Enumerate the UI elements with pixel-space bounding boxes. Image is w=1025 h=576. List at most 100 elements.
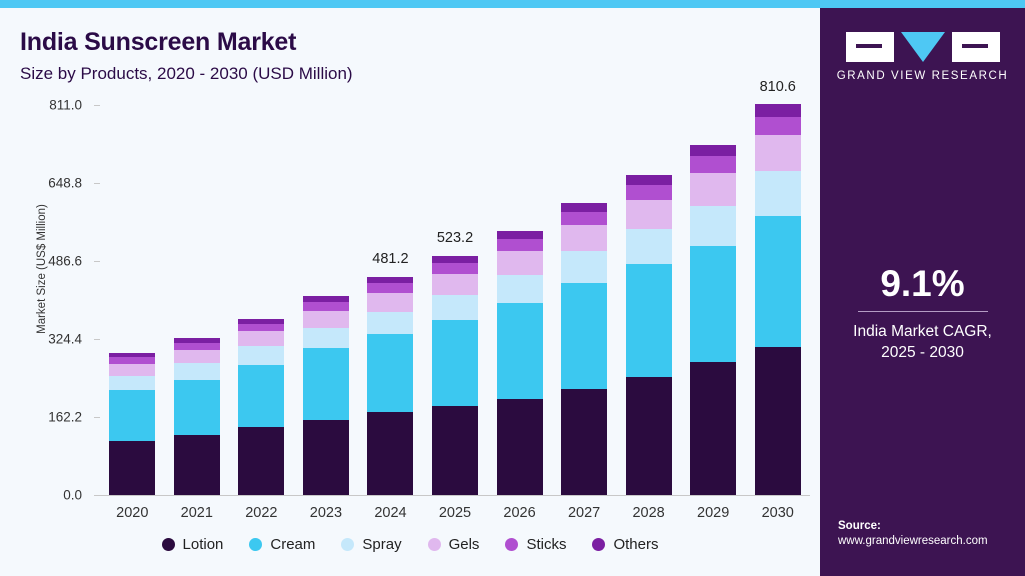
x-axis-tick-label: 2030 (761, 505, 794, 521)
legend-item[interactable]: Sticks (505, 536, 566, 553)
bar-segment[interactable] (690, 205, 737, 246)
bar-segment[interactable] (173, 363, 220, 380)
y-axis-tick-mark (94, 495, 100, 496)
bar-segment[interactable] (561, 251, 608, 283)
bar-segment[interactable] (173, 343, 220, 350)
legend-label: Lotion (182, 536, 224, 553)
x-axis-tick-label: 2029 (697, 505, 730, 521)
bar-stack[interactable] (496, 230, 543, 495)
bar-segment[interactable] (302, 348, 349, 420)
bar-segment[interactable] (109, 357, 156, 364)
bar-stack[interactable] (173, 338, 220, 495)
cagr-block: 9.1% India Market CAGR, 2025 - 2030 (820, 263, 1025, 364)
legend-item[interactable]: Spray (341, 536, 402, 553)
bar-segment[interactable] (109, 353, 156, 358)
legend-item[interactable]: Others (592, 536, 658, 553)
bar-segment[interactable] (109, 440, 156, 495)
bar-segment[interactable] (238, 323, 285, 332)
bar-segment[interactable] (302, 419, 349, 495)
bar-segment[interactable] (109, 390, 156, 441)
bar-segment[interactable] (238, 427, 285, 495)
bar-segment[interactable] (173, 379, 220, 436)
bar-segment[interactable] (625, 199, 672, 229)
bar-stack[interactable] (302, 296, 349, 495)
legend-item[interactable]: Gels (427, 536, 479, 553)
bar-segment[interactable] (561, 282, 608, 390)
bar-segment[interactable] (367, 283, 414, 294)
bar-segment[interactable] (302, 327, 349, 349)
bar-segment[interactable] (690, 245, 737, 362)
bar-segment[interactable] (754, 116, 801, 135)
legend-item[interactable]: Lotion (161, 536, 224, 553)
bar-segment[interactable] (496, 303, 543, 399)
bar-segment[interactable] (690, 361, 737, 495)
bar-segment[interactable] (754, 171, 801, 216)
bar-segment[interactable] (367, 293, 414, 312)
bar-segment[interactable] (432, 256, 478, 264)
legend-color-swatch (161, 538, 175, 551)
bar-segment[interactable] (690, 173, 737, 206)
bar-segment[interactable] (432, 263, 478, 274)
bar-segment[interactable] (367, 334, 414, 412)
bar-segment[interactable] (432, 273, 478, 295)
x-axis-tick-label: 2023 (309, 505, 343, 521)
bar-stack[interactable] (367, 277, 414, 495)
bar-segment[interactable] (173, 338, 220, 344)
y-axis-tick-label: 486.6 (48, 253, 82, 269)
bar-segment[interactable] (367, 277, 414, 284)
bar-segment[interactable] (496, 239, 543, 252)
bar-segment[interactable] (109, 375, 156, 391)
bar-segment[interactable] (625, 184, 672, 200)
bar-segment[interactable] (173, 349, 220, 364)
bar-segment[interactable] (238, 331, 285, 347)
source-url[interactable]: www.grandviewresearch.com (838, 535, 988, 547)
bar-segment[interactable] (625, 376, 672, 495)
bar-stack[interactable] (238, 318, 285, 495)
bar-segment[interactable] (754, 347, 801, 495)
bar-segment[interactable] (561, 225, 608, 252)
bar-segment[interactable] (690, 156, 737, 174)
bar-stack[interactable] (561, 202, 608, 495)
y-axis-tick-label: 811.0 (49, 97, 82, 113)
bar-segment[interactable] (561, 211, 608, 226)
bar-segment[interactable] (302, 310, 349, 328)
bar-segment[interactable] (561, 389, 608, 495)
bar-segment[interactable] (496, 274, 543, 304)
bar-stack[interactable] (625, 174, 672, 495)
bar-segment[interactable] (754, 215, 801, 348)
bar-segment[interactable] (690, 144, 737, 157)
bar-segment[interactable] (625, 263, 672, 377)
bar-stack[interactable] (754, 104, 801, 495)
bar-stack[interactable] (690, 144, 737, 495)
legend-item[interactable]: Cream (249, 536, 315, 553)
bar-segment[interactable] (625, 174, 672, 185)
bar-value-label: 481.2 (372, 251, 409, 268)
bar-segment[interactable] (754, 134, 801, 172)
bar-segment[interactable] (109, 363, 156, 376)
bar-segment[interactable] (432, 294, 478, 321)
logo-left-icon (845, 32, 894, 62)
bar-segment[interactable] (238, 346, 285, 365)
bar-segment[interactable] (302, 302, 349, 311)
bar-segment[interactable] (496, 251, 543, 275)
source-label: Source: (838, 520, 881, 532)
bar-segment[interactable] (754, 104, 801, 117)
bar-segment[interactable] (173, 435, 220, 495)
bar-segment[interactable] (302, 296, 349, 303)
bar-stack[interactable] (109, 353, 156, 495)
bar-segment[interactable] (367, 411, 414, 495)
bar-segment[interactable] (496, 398, 543, 495)
y-axis-tick-mark (94, 261, 100, 262)
legend-color-swatch (427, 538, 441, 551)
bar-segment[interactable] (367, 311, 414, 335)
bar-segment[interactable] (561, 202, 608, 212)
bar-segment[interactable] (238, 318, 285, 324)
bar-segment[interactable] (432, 406, 478, 495)
bar-segment[interactable] (238, 364, 285, 428)
bar-segment[interactable] (625, 228, 672, 264)
bar-segment[interactable] (496, 230, 543, 240)
source-block: Source: www.grandviewresearch.com (838, 520, 1025, 547)
bar-stack[interactable] (432, 256, 478, 495)
bar-segment[interactable] (432, 320, 478, 407)
cagr-description-line1: India Market CAGR, (853, 323, 992, 340)
